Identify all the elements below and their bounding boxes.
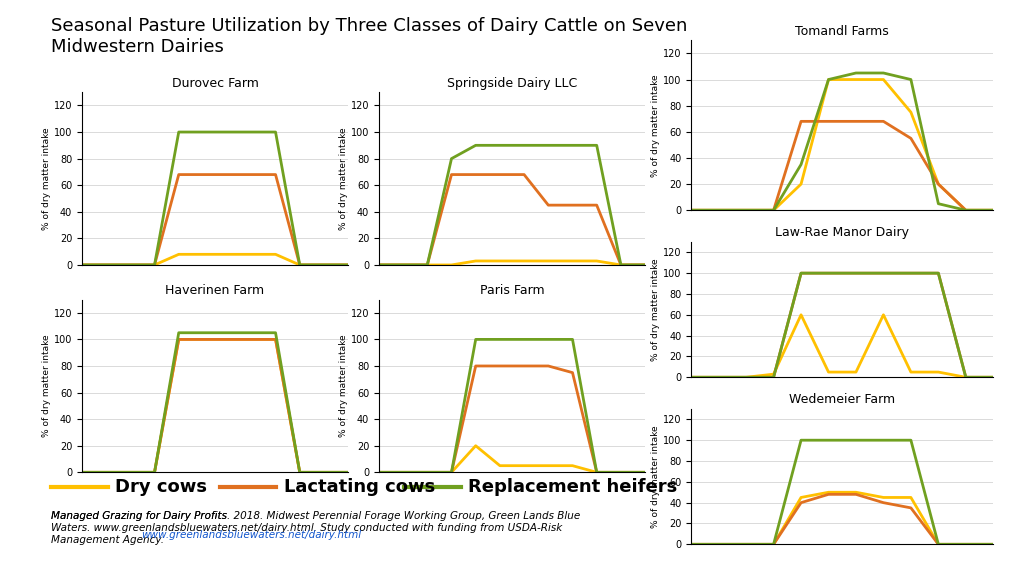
- Y-axis label: % of dry matter intake: % of dry matter intake: [651, 74, 660, 177]
- Title: Durovec Farm: Durovec Farm: [172, 77, 258, 90]
- Text: Replacement heifers: Replacement heifers: [468, 478, 677, 496]
- Y-axis label: % of dry matter intake: % of dry matter intake: [339, 335, 348, 437]
- Y-axis label: % of dry matter intake: % of dry matter intake: [651, 258, 660, 361]
- Title: Wedemeier Farm: Wedemeier Farm: [790, 393, 895, 407]
- Text: Managed Grazing for Dairy Profits: Managed Grazing for Dairy Profits: [51, 511, 227, 521]
- Y-axis label: % of dry matter intake: % of dry matter intake: [42, 335, 51, 437]
- Title: Springside Dairy LLC: Springside Dairy LLC: [446, 77, 578, 90]
- Y-axis label: % of dry matter intake: % of dry matter intake: [339, 127, 348, 230]
- Title: Haverinen Farm: Haverinen Farm: [166, 284, 264, 297]
- Text: Managed Grazing for Dairy Profits. 2018. Midwest Perennial Forage Working Group,: Managed Grazing for Dairy Profits. 2018.…: [51, 511, 581, 545]
- Y-axis label: % of dry matter intake: % of dry matter intake: [651, 425, 660, 528]
- Text: Dry cows: Dry cows: [115, 478, 207, 496]
- Y-axis label: % of dry matter intake: % of dry matter intake: [42, 127, 51, 230]
- Text: Lactating cows: Lactating cows: [284, 478, 435, 496]
- Text: www.greenlandsbluewaters.net/dairy.html: www.greenlandsbluewaters.net/dairy.html: [141, 530, 361, 540]
- Title: Tomandl Farms: Tomandl Farms: [796, 25, 889, 38]
- Text: Seasonal Pasture Utilization by Three Classes of Dairy Cattle on Seven
Midwester: Seasonal Pasture Utilization by Three Cl…: [51, 17, 687, 56]
- Title: Law-Rae Manor Dairy: Law-Rae Manor Dairy: [775, 226, 909, 240]
- Title: Paris Farm: Paris Farm: [479, 284, 545, 297]
